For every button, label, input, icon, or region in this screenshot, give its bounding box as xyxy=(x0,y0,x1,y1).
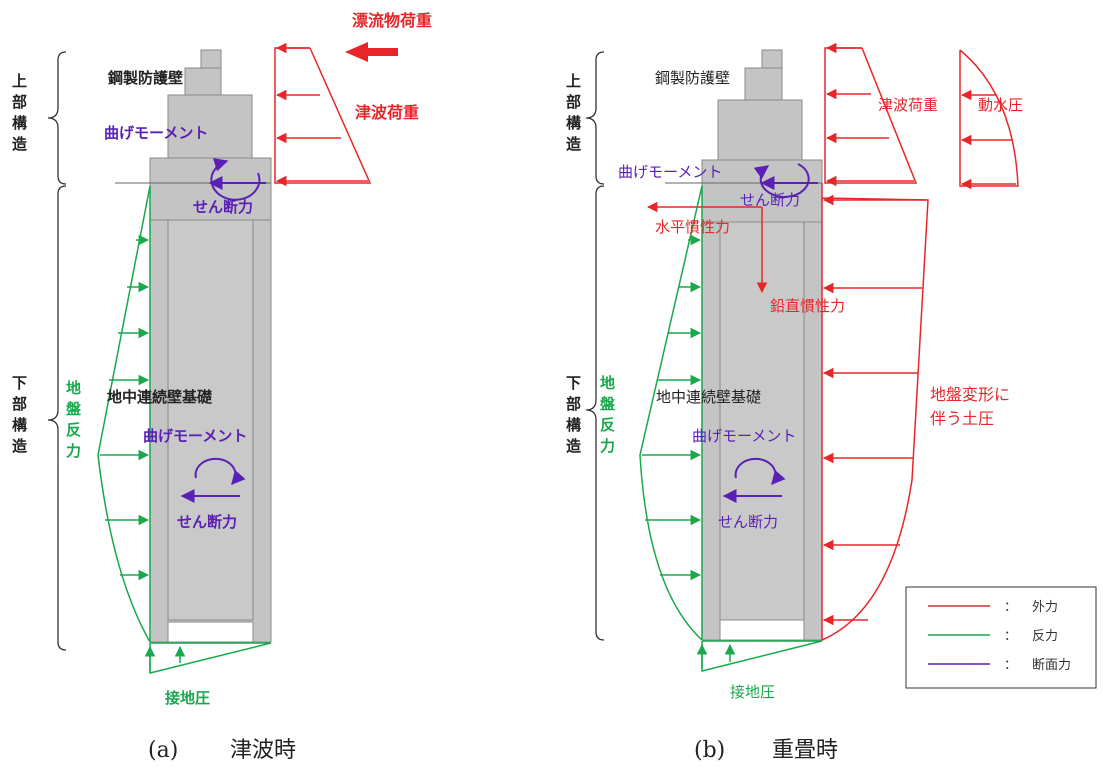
caption-mark-b: (b) xyxy=(694,738,725,763)
caption-a: 津波時 xyxy=(230,738,296,763)
brace-upper-a xyxy=(47,51,67,185)
bending-moment-bottom-label-b: 曲げモーメント xyxy=(692,427,796,445)
steel-wall-label-a: 鋼製防護壁 xyxy=(107,69,183,87)
shear-top-label-b: せん断力 xyxy=(740,191,800,209)
tsunami-load-a xyxy=(274,42,372,187)
horizontal-inertia-label: 水平慣性力 xyxy=(655,218,730,236)
upper-structure-label-b: 上 部 構 造 xyxy=(566,72,586,153)
legend-item-reaction: ： 反力 xyxy=(928,629,1058,644)
legend-item-external: ： 外力 xyxy=(928,600,1058,615)
inertia-forces xyxy=(646,201,768,294)
ground-reaction-a xyxy=(97,185,151,643)
panel-b: 上 部 構 造 下 部 構 造 地 盤 反 力 鋼製防護壁 津波荷重 動水圧 曲… xyxy=(566,42,1097,763)
shear-bottom-label-a: せん断力 xyxy=(177,513,237,531)
legend-colon-reaction: ： xyxy=(1004,629,1017,644)
brace-lower-a xyxy=(47,185,67,651)
caption-b: 重畳時 xyxy=(772,738,838,763)
bending-moment-top-label-b: 曲げモーメント xyxy=(618,163,722,181)
moment-arc-bottom-b xyxy=(734,457,786,486)
legend-label-external: 外力 xyxy=(1032,600,1058,615)
brace-lower-b xyxy=(585,185,605,641)
moment-arc-top-a xyxy=(210,158,261,201)
foundation-slot-a xyxy=(167,621,254,643)
steel-wall-label-b: 鋼製防護壁 xyxy=(655,69,730,87)
vertical-inertia-label: 鉛直慣性力 xyxy=(770,297,845,315)
contact-pressure-b xyxy=(696,640,823,672)
hydrodynamic-pressure xyxy=(959,49,1019,190)
panel-a: 上 部 構 造 下 部 構 造 鋼製防護壁 漂流物荷重 津波荷重 曲げモーメント… xyxy=(12,11,432,763)
brace-upper-b xyxy=(585,51,605,185)
contact-pressure-label-a: 接地圧 xyxy=(165,689,210,707)
debris-load-label: 漂流物荷重 xyxy=(352,11,432,30)
foundation-inner-a xyxy=(167,219,254,621)
earth-pressure-label-1: 地盤変形に xyxy=(930,385,1010,404)
upper-structure-label-a: 上 部 構 造 xyxy=(12,72,32,153)
contact-pressure-a xyxy=(144,642,272,674)
legend-label-reaction: 反力 xyxy=(1032,629,1058,644)
moment-arc-bottom-a xyxy=(194,457,246,486)
caption-mark-a: (a) xyxy=(148,738,178,763)
foundation-label-b: 地中連続壁基礎 xyxy=(656,388,761,406)
shear-bottom-label-b: せん断力 xyxy=(718,513,778,531)
structure-b xyxy=(701,49,823,641)
legend-box xyxy=(905,586,1097,689)
tsunami-load-label-b: 津波荷重 xyxy=(878,96,938,114)
legend-item-section: ： 断面力 xyxy=(928,658,1071,673)
earth-pressure-label-2: 伴う土圧 xyxy=(930,409,994,428)
foundation-slot-b xyxy=(719,619,805,641)
legend: ： 外力 ： 反力 ： 断面力 xyxy=(905,586,1097,689)
structure-a xyxy=(149,49,272,643)
shear-top-label-a: せん断力 xyxy=(193,198,253,216)
lower-structure-label-b: 下 部 構 造 xyxy=(566,374,586,455)
legend-label-section: 断面力 xyxy=(1032,658,1071,673)
legend-colon-external: ： xyxy=(1004,600,1017,615)
ground-reaction-label-a: 地 盤 反 力 xyxy=(65,379,86,460)
bending-moment-bottom-label-a: 曲げモーメント xyxy=(143,427,247,445)
ground-reaction-label-b: 地 盤 反 力 xyxy=(599,374,620,455)
earth-pressure xyxy=(821,183,929,642)
foundation-label-a: 地中連続壁基礎 xyxy=(107,388,213,406)
tsunami-load-b xyxy=(824,42,918,187)
contact-pressure-label-b: 接地圧 xyxy=(730,683,775,701)
debris-load-arrow xyxy=(345,42,398,62)
bending-moment-top-label-a: 曲げモーメント xyxy=(104,124,208,142)
legend-colon-section: ： xyxy=(1004,658,1017,673)
tsunami-load-label-a: 津波荷重 xyxy=(355,103,419,122)
ground-reaction-b xyxy=(639,185,703,641)
hydrodynamic-label: 動水圧 xyxy=(978,96,1023,114)
lower-structure-label-a: 下 部 構 造 xyxy=(12,374,32,455)
